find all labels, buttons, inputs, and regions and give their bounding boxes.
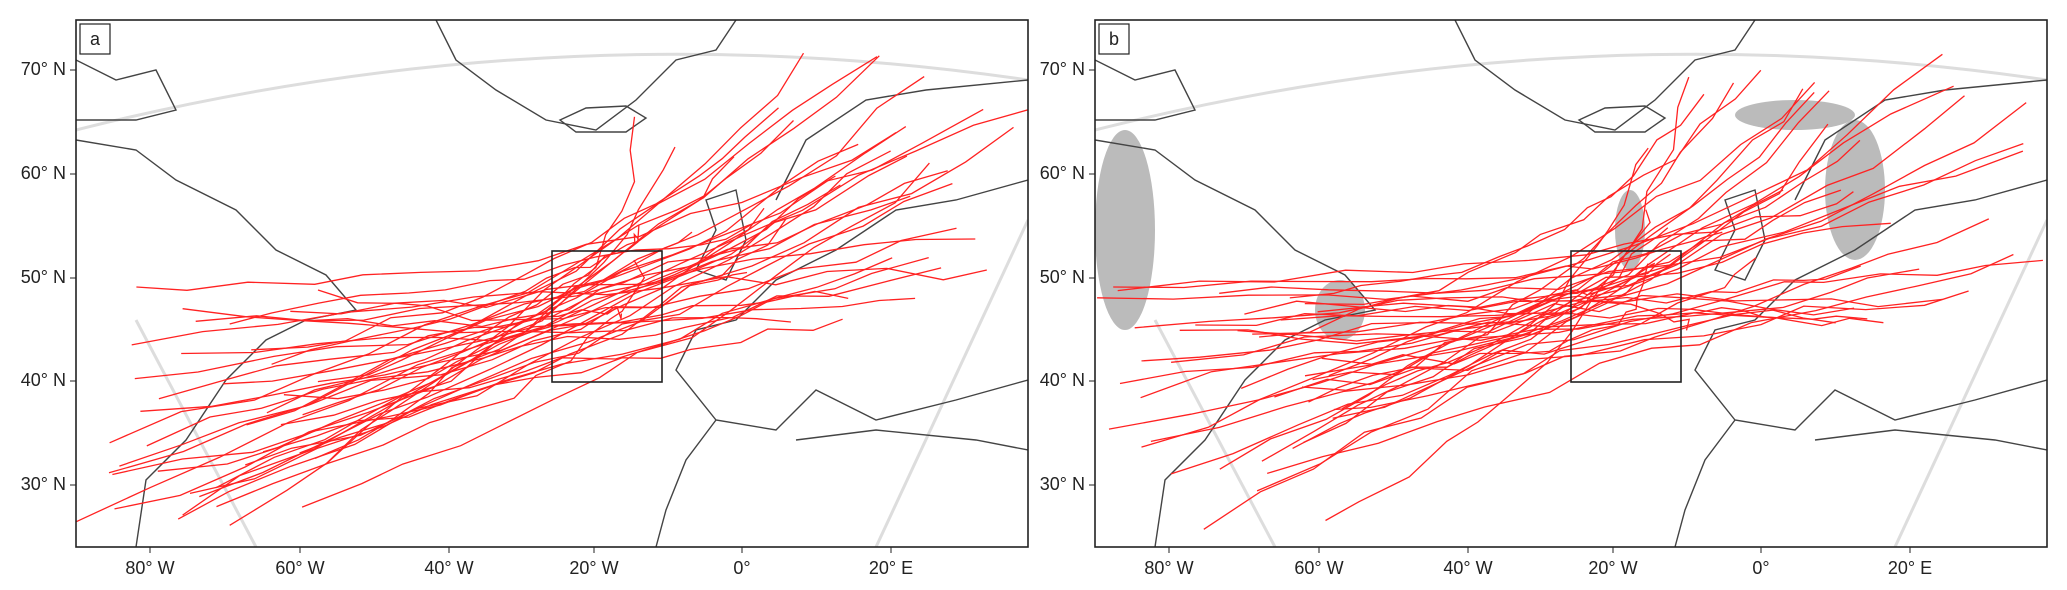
storm-track [1308,82,1735,403]
storm-track [1141,81,1816,448]
storm-track [158,306,623,400]
storm-track [251,107,779,351]
storm-track [1274,257,1757,398]
target-box [1570,250,1682,383]
storm-track [1140,307,1764,399]
storm-track [189,218,787,495]
shaded-area [1735,100,1855,130]
storm-track [136,132,897,291]
storm-track [1341,85,1954,410]
storm-track [131,267,987,346]
storm-track [302,126,907,328]
storm-track [1252,95,1965,335]
lat-label: 30° N [21,474,66,494]
lon-label: 60° W [1294,558,1343,578]
lat-label: 70° N [1040,59,1085,79]
storm-track [1108,91,1815,430]
lat-label: 50° N [1040,267,1085,287]
lat-label: 40° N [21,370,66,390]
panel-label: a [90,29,101,49]
storm-track [1219,189,1784,470]
storm-track [182,109,1028,516]
storm-track [1113,231,1723,289]
lon-label: 20° E [869,558,913,578]
storm-track [1219,189,1842,294]
storm-track [1240,294,1855,390]
storm-track [112,256,929,476]
storm-track [157,146,676,472]
shaded-area [1825,120,1885,260]
storm-track [280,257,893,426]
frame [75,19,1029,548]
storm-track [283,116,636,400]
storm-track [108,271,748,474]
storm-track [1304,102,2027,377]
lat-label: 60° N [1040,163,1085,183]
storm-track [266,108,984,414]
storm-track [1325,76,1690,522]
lon-label: 40° W [424,558,473,578]
storm-track [1097,53,1943,301]
storm-track [134,76,925,380]
map-area [1095,20,2047,547]
lon-label: 0° [733,558,750,578]
storm-track [1328,222,1891,377]
storm-track [1134,295,1691,331]
lat-label: 40° N [1040,370,1085,390]
storm-track [244,126,1014,466]
storm-track [215,224,640,489]
storm-track [1317,262,1656,313]
lon-label: 20° W [1588,558,1637,578]
storm-track [271,232,639,365]
storm-track [119,52,805,467]
map-panel: a 70° N 60° N 50° N 40° N 30° N 80° W 60° W 40° … [21,19,1029,578]
lon-label: 20° W [569,558,618,578]
storm-track [302,55,880,416]
lon-label: 80° W [125,558,174,578]
storm-track [301,162,930,508]
storm-track [1312,90,1830,381]
lon-label: 0° [1752,558,1769,578]
lat-label: 50° N [21,267,66,287]
map-panel: b 70° N 60° N 50° N 40° N 30° N 80° W 60° W 40° … [1040,19,2048,578]
storm-track [114,175,836,510]
lon-label: 60° W [275,558,324,578]
storm-track [229,231,693,526]
storm-track [1141,253,1671,362]
frame [1094,19,2048,548]
lat-label: 60° N [21,163,66,183]
storm-track [317,227,957,322]
storm-track [317,143,859,383]
storm-track [177,150,891,520]
storm-track [1150,290,1969,443]
lon-label: 20° E [1888,558,1932,578]
storm-track [1333,218,1990,411]
shaded-area [1095,130,1155,330]
target-box [551,250,663,383]
panel-label-box [1098,23,1130,55]
storm-track [109,156,735,444]
storm-track [182,267,942,334]
storm-track [229,221,756,325]
storm-track [299,182,953,454]
panel-label: b [1109,29,1119,49]
panel-label-box [79,23,111,55]
storm-track [1256,139,1861,492]
storm-track [1289,93,1705,299]
lat-label: 70° N [21,59,66,79]
storm-track [1280,265,1861,321]
storm-track [1332,259,2043,419]
storm-track [1179,268,1920,345]
lon-label: 80° W [1144,558,1193,578]
map-area [76,20,1028,547]
storm-track [1267,253,2014,475]
storm-track [1170,209,1651,475]
storm-track [1171,312,1868,363]
lat-label: 30° N [1040,474,1085,494]
lon-label: 40° W [1443,558,1492,578]
storm-track [1304,142,2024,306]
storm-track [246,238,976,426]
